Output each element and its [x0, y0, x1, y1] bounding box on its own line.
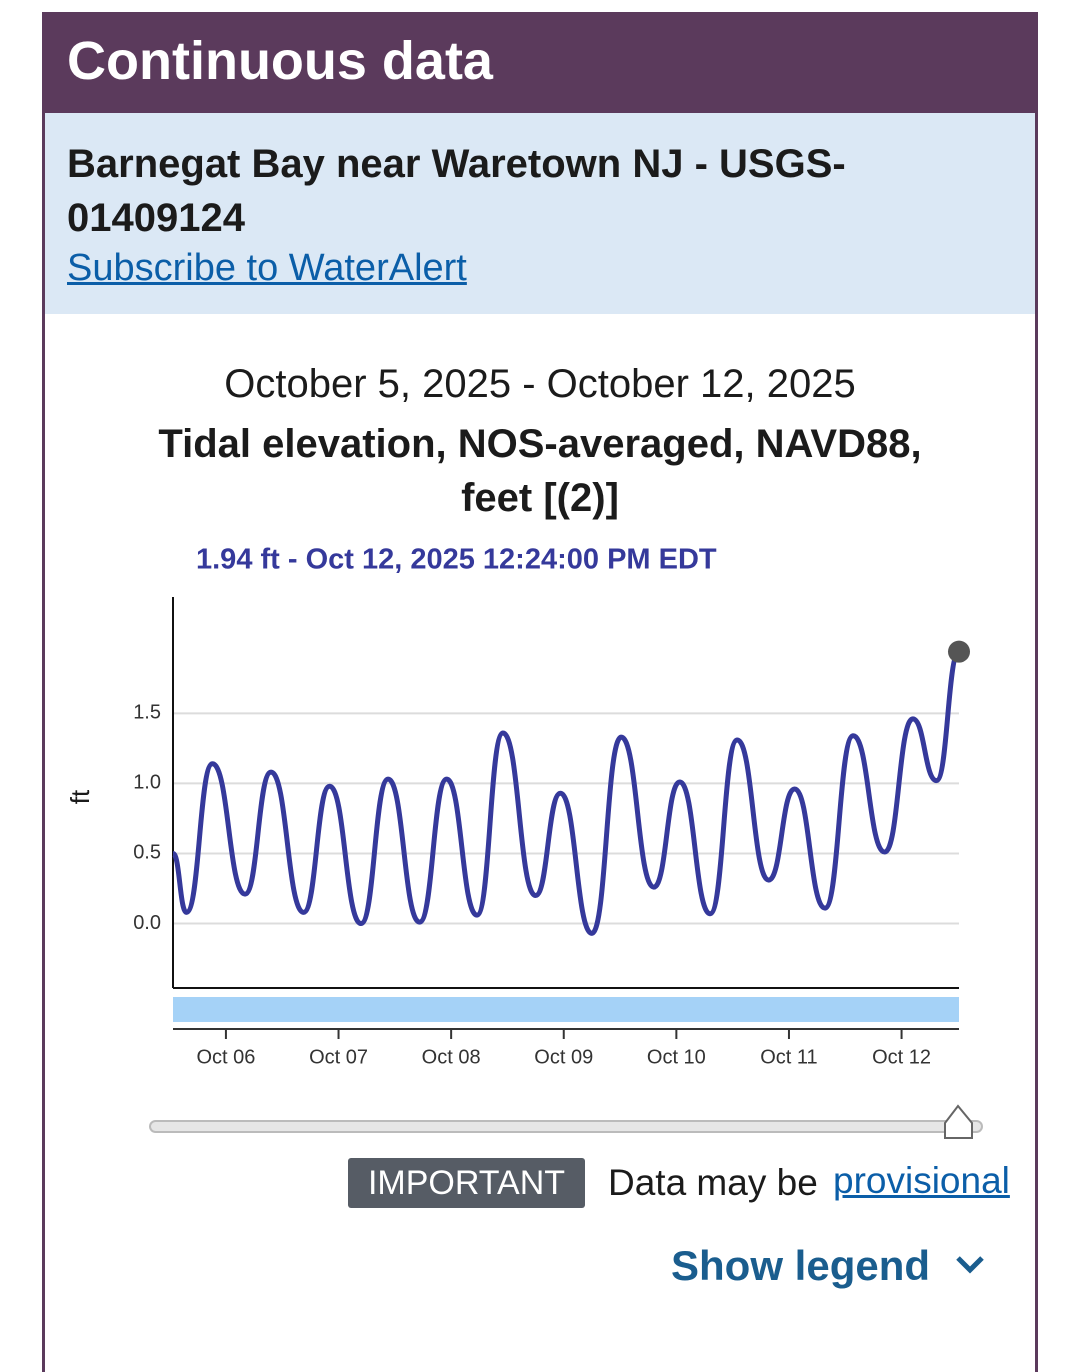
y-tick-label: 0.5: [133, 842, 161, 864]
range-slider[interactable]: [149, 1120, 983, 1133]
y-axis-label: ft: [65, 789, 95, 804]
chart-subtitle: October 5, 2025 - October 12, 2025: [224, 362, 856, 406]
x-tick-label: Oct 08: [422, 1046, 481, 1068]
notice-text: Data may be: [608, 1162, 818, 1203]
header: Continuous data: [42, 12, 1038, 113]
x-tick-label: Oct 07: [309, 1046, 368, 1068]
show-legend[interactable]: Show legend: [671, 1242, 992, 1290]
chart-title: Tidal elevation, NOS-averaged, NAVD88, f…: [158, 422, 922, 520]
brush-band[interactable]: [173, 997, 959, 1022]
y-tick-label: 1.5: [133, 702, 161, 724]
subscribe-link[interactable]: Subscribe to WaterAlert: [67, 247, 467, 289]
data-line: [170, 649, 962, 936]
x-tick-label: Oct 11: [760, 1046, 817, 1068]
x-tick-label: Oct 06: [196, 1046, 255, 1068]
latest-point: [948, 640, 970, 663]
x-tick-label: Oct 10: [647, 1046, 706, 1068]
header-title: Continuous data: [67, 31, 493, 91]
station-panel: Barnegat Bay near Waretown NJ - USGS-014…: [45, 113, 1035, 314]
important-badge: IMPORTANT: [348, 1158, 585, 1208]
slider-handle[interactable]: [944, 1104, 973, 1139]
chart: 1.94 ft - Oct 12, 2025 12:24:00 PM EDT f…: [65, 544, 983, 1139]
chevron: [955, 1256, 984, 1274]
card-border: [42, 12, 1038, 1372]
show-legend-label: Show legend: [671, 1242, 931, 1289]
tooltip: 1.94 ft - Oct 12, 2025 12:24:00 PM EDT: [196, 544, 717, 576]
provisional-link[interactable]: provisional: [833, 1160, 1010, 1201]
y-tick-label: 1.0: [133, 772, 161, 794]
x-tick-label: Oct 09: [534, 1046, 593, 1068]
x-tick-label: Oct 12: [872, 1046, 931, 1068]
station-name: Barnegat Bay near Waretown NJ - USGS-014…: [67, 142, 846, 240]
y-tick-label: 0.0: [133, 912, 161, 934]
